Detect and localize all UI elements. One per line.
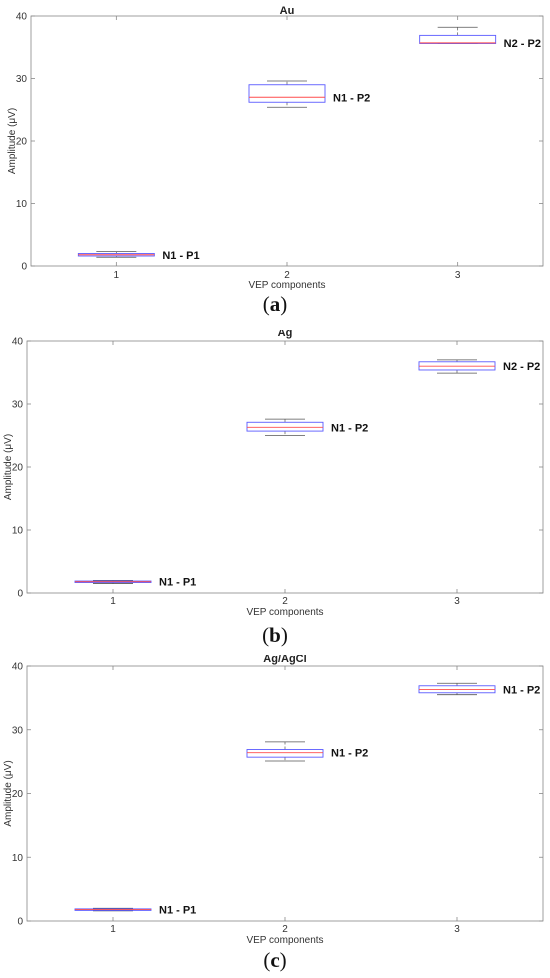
box-annotation-label: N2 - P2	[503, 361, 540, 373]
x-tick-label: 2	[282, 924, 288, 935]
y-tick-label: 10	[16, 199, 28, 210]
y-axis-label: Amplitude (μV)	[7, 108, 18, 174]
y-tick-label: 30	[12, 725, 24, 736]
x-axis-label: VEP components	[248, 280, 325, 291]
panel-caption-b: (b)	[262, 623, 288, 647]
chart-title: Au	[280, 5, 295, 17]
y-tick-label: 0	[17, 589, 23, 600]
box-plot-b: Ag 0 10 20 30 40 1 2 3 VEP components Amplitude (μ…	[3, 330, 544, 618]
y-tick-label: 10	[12, 526, 24, 537]
y-tick-label: 20	[12, 789, 24, 800]
panel-caption-a: (a)	[262, 292, 288, 316]
x-tick-label: 3	[454, 924, 460, 935]
box-annotation-label: N1 - P1	[162, 250, 199, 262]
y-tick-label: 20	[12, 463, 24, 474]
x-tick-label: 2	[284, 270, 290, 281]
box-annotation-label: N1 - P2	[331, 422, 368, 434]
box-annotation-label: N1 - P1	[159, 905, 196, 917]
box-plot-a: Au 0 10 20 30 40 1 2 3 VEP components Amplitude (μ…	[7, 5, 544, 291]
box-annotation-label: N1 - P2	[333, 92, 370, 104]
x-tick-label: 2	[282, 596, 288, 607]
x-axis-label: VEP components	[246, 935, 323, 946]
x-tick-label: 1	[110, 596, 116, 607]
x-tick-label: 1	[114, 270, 120, 281]
chart-panel-b: Ag 0 10 20 30 40 1 2 3 VEP components Amplitude (μ…	[0, 330, 550, 660]
y-tick-label: 0	[21, 262, 27, 273]
box-iqr	[248, 84, 326, 103]
plot-frame	[30, 15, 544, 267]
y-tick-label: 30	[16, 74, 28, 85]
x-axis-label: VEP components	[246, 607, 323, 618]
plot-frame	[26, 665, 544, 922]
chart-panel-a: Au 0 10 20 30 40 1 2 3 VEP components Amplitude (μ…	[0, 0, 550, 330]
box-annotation-label: N2 - P2	[504, 38, 541, 50]
y-tick-label: 40	[12, 662, 24, 673]
box-iqr	[419, 34, 497, 44]
y-axis-label: Amplitude (μV)	[3, 760, 14, 826]
box-annotation-label: N1 - P1	[159, 577, 196, 589]
panel-caption-c: (c)	[263, 948, 287, 972]
y-tick-label: 10	[12, 853, 24, 864]
y-tick-label: 40	[16, 12, 28, 23]
box-annotation-label: N1 - P2	[331, 748, 368, 760]
x-tick-label: 3	[455, 270, 461, 281]
box-iqr	[246, 749, 324, 758]
chart-title: Ag/AgCl	[263, 655, 306, 665]
panel-label-a: a	[269, 292, 281, 316]
y-axis-label: Amplitude (μV)	[3, 434, 14, 500]
y-tick-label: 30	[12, 400, 24, 411]
box-iqr	[246, 421, 324, 432]
y-tick-label: 40	[12, 337, 24, 348]
chart-panel-c: Ag/AgCl 0 10 20 30 40 1 2 3 VEP components Amplitu…	[0, 655, 550, 978]
y-tick-label: 20	[16, 137, 28, 148]
x-tick-label: 1	[110, 924, 116, 935]
chart-title: Ag	[278, 330, 293, 339]
panel-label-c: c	[270, 948, 280, 972]
y-tick-label: 0	[17, 917, 23, 928]
plot-frame	[26, 340, 544, 594]
box-plot-c: Ag/AgCl 0 10 20 30 40 1 2 3 VEP components Amplitu…	[3, 655, 544, 946]
x-tick-label: 3	[454, 596, 460, 607]
panel-label-b: b	[269, 623, 281, 647]
box-annotation-label: N1 - P2	[503, 685, 540, 697]
